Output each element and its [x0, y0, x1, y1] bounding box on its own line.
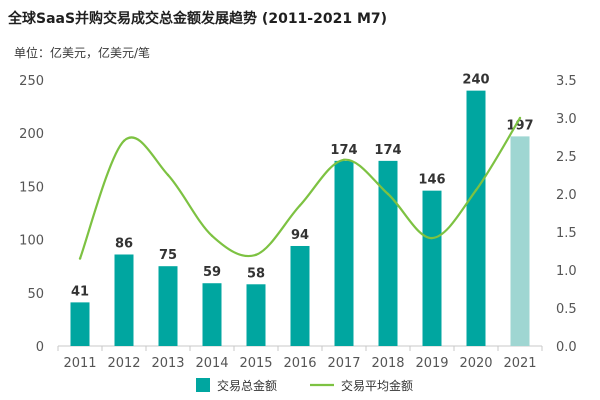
bar-data-label: 41 — [71, 284, 89, 299]
bar-total-amount — [334, 160, 354, 346]
bar-data-label: 146 — [418, 173, 445, 188]
x-tick-label: 2014 — [195, 356, 228, 371]
bar-data-label: 94 — [291, 228, 309, 243]
y-right-tick-label: 0.5 — [556, 302, 577, 317]
x-tick-label: 2012 — [107, 356, 140, 371]
bar-total-amount — [114, 254, 134, 346]
line-point-average-amount — [78, 257, 82, 260]
y-right-tick-label: 3.0 — [556, 112, 577, 127]
bar-data-label: 58 — [247, 266, 265, 281]
x-tick-label: 2021 — [503, 356, 536, 371]
bar-total-amount — [378, 160, 398, 346]
chart-title: 全球SaaS并购交易成交总金额发展趋势 (2011-2021 M7) — [8, 11, 388, 27]
x-tick-label: 2016 — [283, 356, 316, 371]
bar-total-amount — [422, 190, 442, 346]
y-right-tick-label: 2.5 — [556, 150, 577, 165]
x-tick-label: 2015 — [239, 356, 272, 371]
y-left-tick-label: 50 — [27, 287, 44, 302]
legend-label-total-amount: 交易总金额 — [217, 378, 277, 393]
bar-data-label: 86 — [115, 236, 133, 251]
line-point-average-amount — [430, 236, 434, 240]
y-left-tick-label: 100 — [19, 234, 44, 249]
line-point-average-amount — [386, 192, 390, 196]
y-right-tick-label: 2.0 — [556, 188, 577, 203]
bar-data-label: 59 — [203, 265, 221, 280]
line-point-average-amount — [254, 253, 258, 256]
y-right-tick-label: 0.0 — [556, 340, 577, 355]
x-tick-label: 2017 — [327, 356, 360, 371]
line-point-average-amount — [122, 139, 126, 142]
y-left-tick-label: 200 — [19, 127, 44, 142]
x-tick-label: 2013 — [151, 356, 184, 371]
legend-swatch-total-amount — [196, 378, 210, 392]
y-right-tick-label: 1.5 — [556, 226, 577, 241]
y-left-tick-label: 150 — [19, 180, 44, 195]
bar-data-label: 174 — [330, 143, 357, 158]
bar-data-label: 240 — [462, 73, 489, 88]
bar-data-label: 197 — [506, 118, 533, 133]
bar-total-amount — [70, 302, 90, 346]
line-point-average-amount — [342, 158, 346, 161]
unit-label: 单位：亿美元，亿美元/笔 — [14, 46, 151, 60]
bar-total-amount — [510, 136, 530, 346]
bar-data-label: 174 — [374, 143, 401, 158]
line-point-average-amount — [474, 189, 478, 192]
legend-label-average-amount: 交易平均金额 — [341, 378, 413, 393]
x-tick-label: 2018 — [371, 356, 404, 371]
bar-total-amount — [466, 90, 486, 346]
y-left-tick-label: 0 — [36, 340, 44, 355]
x-tick-label: 2011 — [63, 356, 96, 371]
x-tick-label: 2020 — [459, 356, 492, 371]
line-point-average-amount — [298, 204, 302, 207]
bar-total-amount — [158, 266, 178, 346]
bar-total-amount — [202, 283, 222, 346]
x-tick-label: 2019 — [415, 356, 448, 371]
bar-total-amount — [290, 245, 310, 346]
line-point-average-amount — [210, 234, 214, 237]
y-right-tick-label: 1.0 — [556, 264, 577, 279]
bar-data-label: 75 — [159, 248, 177, 263]
line-point-average-amount — [518, 116, 522, 120]
bar-total-amount — [246, 284, 266, 346]
y-left-tick-label: 250 — [19, 74, 44, 89]
line-point-average-amount — [166, 173, 170, 177]
y-right-tick-label: 3.5 — [556, 74, 577, 89]
